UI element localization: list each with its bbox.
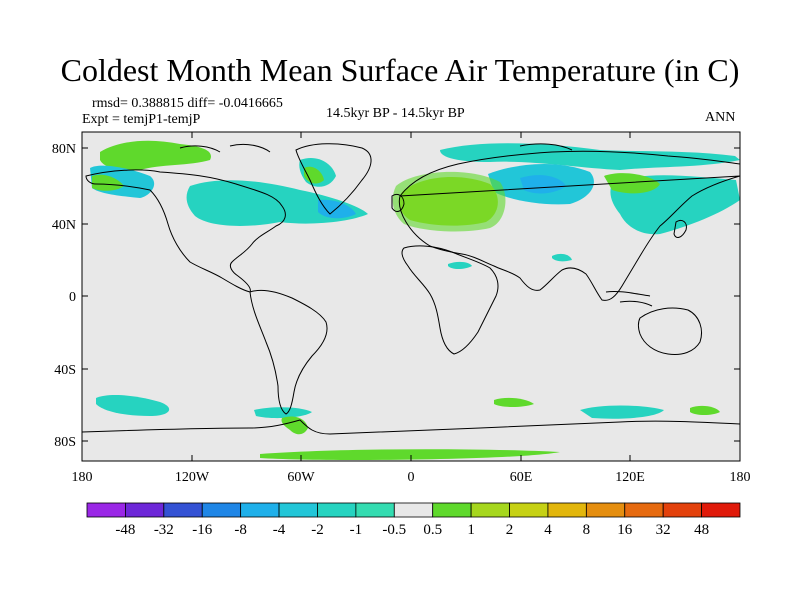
coastlines (82, 143, 740, 435)
lat-tick-label: 40S (54, 363, 76, 378)
rmsd-diff-label: rmsd= 0.388815 diff= -0.0416665 (92, 96, 283, 111)
lat-tick-label: 80N (52, 142, 76, 157)
colorbar-label: 0.5 (423, 522, 442, 538)
colorbar-labels: -48 -32 -16 -8 -4 -2 -1 -0.5 0.5 1 2 4 8 16 32 48 (115, 522, 709, 538)
colorbar-swatch (470, 502, 510, 518)
colorbar-swatch (125, 502, 165, 518)
colorbar-swatch (432, 502, 472, 518)
colorbar-label: -1 (350, 522, 363, 538)
lon-tick-label: 60E (510, 470, 533, 485)
colorbar-swatch (201, 502, 242, 518)
anomaly-patches (90, 140, 740, 460)
longitude-axis: 180 120W 60W 0 60E 120E 180 (72, 132, 751, 485)
coast-africa (401, 245, 499, 355)
lon-tick-label: 0 (408, 470, 415, 485)
colorbar-label: 48 (694, 522, 709, 538)
anomaly-patch-south-indian-2 (690, 405, 720, 415)
colorbar-swatch (163, 502, 203, 518)
coast-indonesia (605, 291, 653, 307)
lon-tick-label: 120E (615, 470, 645, 485)
colorbar-label: 32 (656, 522, 671, 538)
colorbar (86, 502, 741, 518)
colorbar-swatch (701, 502, 741, 518)
anomaly-patch-south-pacific (96, 395, 170, 416)
colorbar-swatch (509, 502, 549, 518)
colorbar-swatch (278, 502, 318, 518)
lat-tick-label: 0 (69, 290, 76, 305)
coast-eurasia (398, 150, 740, 301)
anomaly-patch-arctic-ne (440, 143, 740, 170)
anomaly-patch-east-asia-green (604, 173, 660, 194)
colorbar-label: -0.5 (382, 522, 406, 538)
colorbar-label: -32 (154, 522, 174, 538)
coast-north-america (85, 169, 286, 293)
colorbar-swatch (547, 502, 587, 518)
colorbar-label: 1 (467, 522, 475, 538)
latitude-axis: 80N 40N 0 40S 80S (52, 142, 740, 450)
anomaly-patch-mediterranean (448, 261, 472, 269)
lat-tick-label: 40N (52, 218, 76, 233)
anomaly-patch-labrador (318, 199, 356, 219)
lon-tick-label: 120W (175, 470, 210, 485)
colorbar-swatch (355, 502, 395, 518)
colorbar-swatch (240, 502, 280, 518)
lon-tick-label: 60W (287, 470, 315, 485)
coast-japan (673, 219, 687, 238)
colorbar-swatch (585, 502, 626, 518)
anomaly-patch-himalaya (552, 253, 572, 262)
colorbar-swatch (624, 502, 664, 518)
lat-tick-label: 80S (54, 435, 76, 450)
anomaly-patch-europe-green (392, 171, 506, 232)
anomaly-patch-south-indian (580, 405, 664, 419)
colorbar-label: -48 (115, 522, 135, 538)
anomaly-patch-south-pacific-2 (254, 407, 312, 419)
period-label: 14.5kyr BP - 14.5kyr BP (326, 106, 465, 121)
coast-greenland (295, 143, 372, 215)
experiment-label: Expt = temjP1-temjP (82, 112, 201, 127)
colorbar-label: -16 (192, 522, 212, 538)
season-label: ANN (705, 110, 736, 125)
colorbar-label: -4 (273, 522, 286, 538)
anomaly-patch-siberia-core (520, 175, 566, 194)
anomaly-patch-greenland (100, 140, 211, 171)
colorbar-label: -2 (311, 522, 324, 538)
anomaly-patch-antarctic-band (260, 449, 560, 460)
colorbar-swatch (317, 502, 357, 518)
map-title: Coldest Month Mean Surface Air Temperatu… (60, 52, 740, 88)
anomaly-patch-nw-canada-green (92, 174, 124, 191)
colorbar-swatch (86, 502, 126, 518)
lon-tick-label: 180 (72, 470, 93, 485)
colorbar-label: 4 (544, 522, 552, 538)
colorbar-label: -8 (234, 522, 247, 538)
colorbar-label: 2 (506, 522, 514, 538)
coast-arctic-islands (179, 143, 573, 153)
lon-tick-label: 180 (730, 470, 751, 485)
coast-south-america (249, 289, 328, 415)
coast-australia (638, 307, 702, 355)
colorbar-swatch (393, 502, 434, 518)
coast-antarctica (82, 419, 740, 435)
colorbar-label: 8 (583, 522, 591, 538)
colorbar-swatch (662, 502, 702, 518)
coast-uk (391, 193, 405, 212)
anomaly-patch-greenland-east (304, 166, 324, 184)
anomaly-patch-south-atlantic (494, 397, 534, 407)
colorbar-label: 16 (617, 522, 633, 538)
